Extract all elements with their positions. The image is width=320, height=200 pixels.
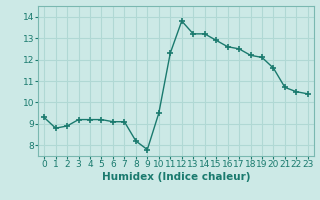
X-axis label: Humidex (Indice chaleur): Humidex (Indice chaleur): [102, 172, 250, 182]
